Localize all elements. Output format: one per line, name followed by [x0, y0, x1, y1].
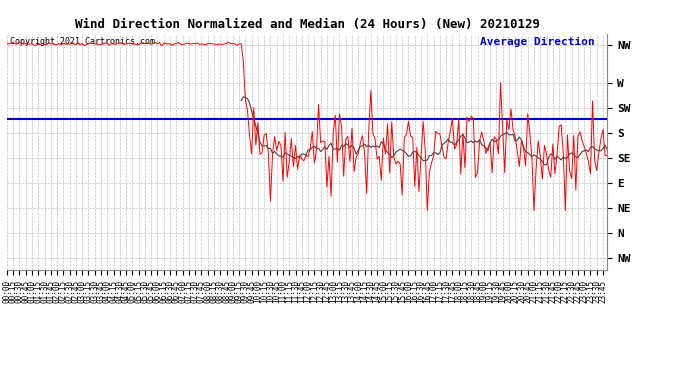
Title: Wind Direction Normalized and Median (24 Hours) (New) 20210129: Wind Direction Normalized and Median (24…	[75, 18, 540, 31]
Text: Average Direction: Average Direction	[480, 37, 595, 47]
Text: Copyright 2021 Cartronics.com: Copyright 2021 Cartronics.com	[10, 37, 155, 46]
